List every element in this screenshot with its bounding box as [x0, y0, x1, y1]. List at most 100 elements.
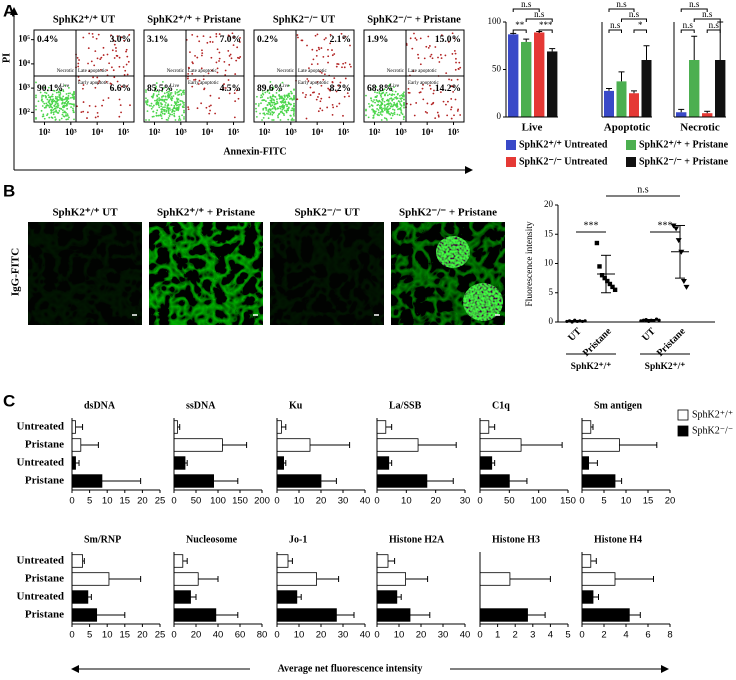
- y-tick-label: 10⁵: [18, 34, 30, 44]
- event-dot: [97, 82, 100, 85]
- event-dot: [329, 42, 332, 45]
- event-dot: [48, 106, 51, 109]
- x-tick-label: 10⁴: [421, 127, 433, 137]
- event-dot: [384, 104, 386, 107]
- bar: [604, 90, 614, 117]
- event-dot: [215, 35, 218, 38]
- event-dot: [322, 55, 325, 58]
- sig-bracket: [538, 29, 553, 33]
- event-dot: [263, 99, 266, 102]
- event-dot: [384, 93, 387, 96]
- event-dot: [261, 96, 264, 98]
- legend-label: SphK2⁺/⁺: [692, 409, 733, 420]
- event-dot: [376, 94, 379, 97]
- event-dot: [65, 118, 68, 121]
- event-dot: [434, 117, 437, 120]
- bar: [276, 608, 337, 622]
- quadrant-name: Early apoptotic: [78, 81, 109, 86]
- point: [657, 318, 661, 322]
- event-dot: [454, 52, 457, 55]
- event-dot: [304, 96, 307, 99]
- event-dot: [282, 97, 285, 100]
- event-dot: [336, 63, 339, 65]
- x-tick-label: 100: [210, 496, 226, 507]
- bar: [376, 590, 398, 604]
- event-dot: [178, 90, 180, 93]
- y-tick-label: 10³: [18, 82, 30, 92]
- event-dot: [209, 109, 211, 112]
- x-tick-label: 20: [316, 496, 327, 507]
- event-dot: [155, 112, 158, 114]
- event-dot: [282, 107, 285, 110]
- event-dot: [276, 100, 278, 103]
- event-dot: [428, 45, 431, 47]
- x-tick-label: 0: [171, 630, 176, 641]
- event-dot: [48, 100, 50, 103]
- event-dot: [270, 108, 272, 111]
- bar: [276, 438, 311, 452]
- event-dot: [259, 96, 262, 99]
- event-dot: [392, 98, 395, 101]
- y-tick-label: 0: [497, 111, 502, 121]
- event-dot: [272, 98, 275, 101]
- event-dot: [63, 115, 66, 118]
- quadrant-name: Early apoptotic: [408, 81, 439, 86]
- event-dot: [422, 98, 425, 101]
- event-dot: [377, 109, 380, 111]
- bar: [71, 572, 110, 586]
- event-dot: [51, 99, 54, 102]
- event-dot: [261, 119, 263, 121]
- event-dot: [431, 102, 434, 105]
- event-dot: [453, 50, 456, 52]
- event-dot: [102, 99, 105, 102]
- event-dot: [390, 105, 393, 108]
- sig-bracket: [608, 29, 622, 33]
- event-dot: [403, 101, 405, 104]
- event-dot: [171, 113, 173, 116]
- event-dot: [87, 47, 90, 50]
- x-tick-label: 20: [137, 630, 148, 641]
- event-dot: [316, 81, 319, 83]
- event-dot: [393, 93, 396, 96]
- event-dot: [145, 89, 147, 92]
- chart-title: Sm/RNP: [84, 534, 121, 545]
- event-dot: [120, 36, 123, 39]
- y-tick-label: 5: [549, 287, 554, 297]
- event-dot: [66, 114, 69, 117]
- event-dot: [291, 117, 294, 120]
- sig-label: n.s: [610, 20, 621, 30]
- event-dot: [183, 106, 185, 109]
- event-dot: [96, 111, 99, 114]
- event-dot: [255, 115, 258, 118]
- event-dot: [62, 89, 65, 91]
- event-dot: [321, 109, 324, 112]
- event-dot: [332, 85, 335, 88]
- quadrant-name: Late apoptotic: [298, 69, 328, 74]
- event-dot: [158, 99, 161, 102]
- event-dot: [276, 98, 278, 101]
- event-dot: [296, 98, 299, 101]
- quadrant-percent: 68.8%: [367, 84, 393, 94]
- category-label: Untreated: [17, 591, 64, 603]
- event-dot: [71, 94, 74, 97]
- event-dot: [156, 109, 159, 112]
- event-dot: [161, 95, 164, 98]
- event-dot: [155, 90, 158, 93]
- bar: [276, 554, 289, 568]
- x-tick-label: 20: [191, 630, 202, 641]
- event-dot: [319, 100, 322, 103]
- bar: [521, 41, 532, 118]
- event-dot: [169, 92, 172, 95]
- event-dot: [331, 81, 334, 84]
- event-dot: [73, 105, 75, 107]
- event-dot: [113, 39, 115, 42]
- plot-title: SphK2⁻/⁻ + Pristane: [367, 14, 461, 25]
- event-dot: [216, 71, 219, 74]
- event-dot: [173, 104, 176, 107]
- event-dot: [78, 59, 80, 61]
- sig-bracket: [633, 29, 647, 33]
- bar: [173, 420, 178, 434]
- event-dot: [319, 70, 322, 73]
- event-dot: [91, 32, 94, 35]
- sig-label: n.s: [689, 0, 700, 9]
